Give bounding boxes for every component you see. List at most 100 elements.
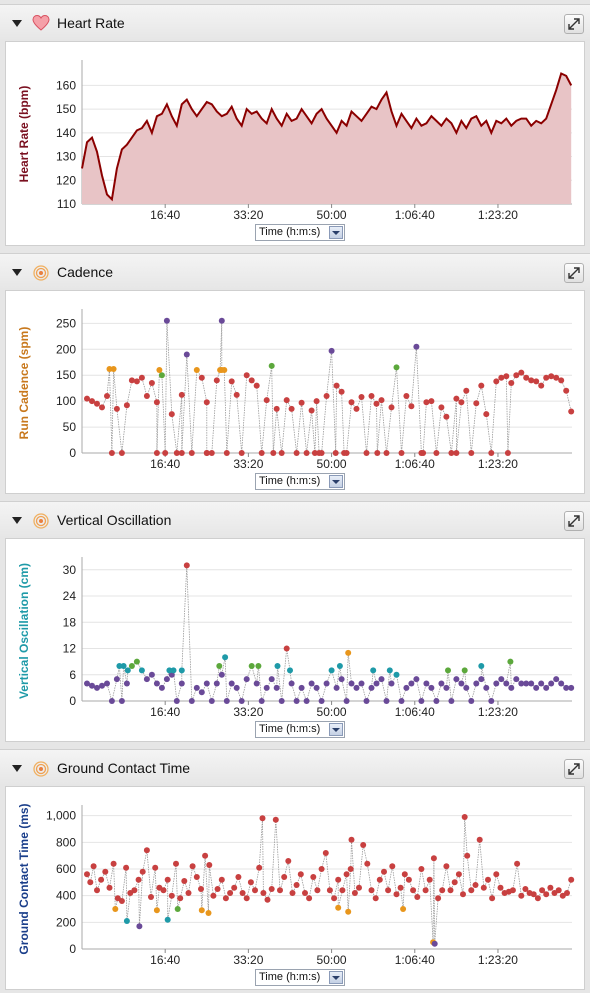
data-point bbox=[378, 397, 385, 404]
data-point bbox=[401, 871, 408, 878]
data-point bbox=[558, 377, 565, 384]
data-point bbox=[478, 382, 485, 389]
data-point bbox=[388, 680, 395, 687]
data-point bbox=[503, 680, 510, 687]
collapse-arrow-icon[interactable] bbox=[12, 20, 22, 27]
y-tick-label: 12 bbox=[63, 642, 77, 656]
data-point bbox=[528, 680, 535, 687]
data-point bbox=[118, 698, 125, 704]
data-point bbox=[448, 450, 455, 456]
data-point bbox=[488, 698, 495, 704]
heart-icon bbox=[32, 14, 50, 31]
collapse-arrow-icon[interactable] bbox=[12, 269, 22, 276]
data-point bbox=[539, 887, 546, 894]
data-point bbox=[553, 676, 560, 683]
data-point bbox=[543, 374, 550, 381]
data-point bbox=[166, 667, 173, 674]
data-point bbox=[116, 663, 123, 669]
expand-icon[interactable] bbox=[564, 759, 584, 779]
data-point bbox=[489, 895, 496, 902]
data-point bbox=[373, 400, 380, 407]
expand-icon[interactable] bbox=[564, 14, 584, 34]
data-point bbox=[247, 879, 254, 886]
data-point bbox=[94, 684, 100, 691]
data-point bbox=[143, 393, 150, 399]
chevron-down-icon bbox=[329, 723, 343, 736]
data-point bbox=[168, 892, 175, 899]
cadence-svg: 0 50 100 150 200 250 16:40 33:20 50:00 1:06:40 1:2… bbox=[17, 309, 575, 471]
x-axis-select-label: Time (h:m:s) bbox=[259, 226, 321, 238]
data-point bbox=[458, 399, 465, 406]
vertical-oscillation-header: Vertical Oscillation bbox=[0, 501, 590, 538]
data-point bbox=[493, 871, 500, 878]
data-point bbox=[405, 876, 412, 883]
data-point bbox=[508, 684, 515, 691]
collapse-arrow-icon[interactable] bbox=[12, 765, 22, 772]
data-point bbox=[389, 863, 396, 870]
data-point bbox=[84, 680, 90, 687]
x-axis-select[interactable]: Time (h:m:s) bbox=[255, 473, 345, 490]
expand-icon[interactable] bbox=[564, 263, 584, 283]
data-point bbox=[156, 367, 163, 373]
y-tick-label: 600 bbox=[56, 862, 76, 876]
x-axis-select[interactable]: Time (h:m:s) bbox=[255, 224, 345, 241]
data-point bbox=[480, 884, 487, 891]
data-point bbox=[476, 836, 483, 843]
data-point bbox=[203, 450, 210, 456]
expand-icon[interactable] bbox=[564, 511, 584, 531]
data-point bbox=[548, 373, 555, 380]
x-axis-select[interactable]: Time (h:m:s) bbox=[255, 969, 345, 986]
panel-title: Heart Rate bbox=[57, 15, 125, 31]
y-tick-label: 140 bbox=[56, 126, 76, 140]
data-point bbox=[332, 450, 339, 456]
x-tick-label: 1:06:40 bbox=[395, 208, 435, 222]
data-point bbox=[113, 405, 120, 412]
data-point bbox=[461, 667, 468, 674]
y-tick-label: 50 bbox=[63, 420, 77, 434]
data-point bbox=[333, 684, 340, 691]
data-point bbox=[177, 895, 184, 902]
heart-rate-line bbox=[81, 72, 573, 202]
y-tick-label: 250 bbox=[56, 316, 76, 330]
data-point bbox=[243, 372, 250, 379]
data-point bbox=[221, 367, 228, 373]
data-point bbox=[248, 663, 255, 669]
x-tick-label: 50:00 bbox=[317, 208, 347, 222]
data-point bbox=[113, 676, 120, 683]
data-point bbox=[410, 887, 417, 894]
data-point bbox=[497, 884, 504, 891]
data-point bbox=[420, 450, 427, 456]
data-point bbox=[522, 886, 529, 892]
collapse-arrow-icon[interactable] bbox=[12, 517, 22, 524]
x-axis-select[interactable]: Time (h:m:s) bbox=[255, 721, 345, 738]
data-point bbox=[523, 374, 530, 381]
data-point bbox=[431, 940, 438, 947]
data-point bbox=[485, 876, 491, 883]
data-point bbox=[198, 689, 205, 696]
data-point bbox=[468, 887, 475, 894]
data-point bbox=[152, 864, 159, 871]
data-point bbox=[453, 395, 460, 402]
data-point bbox=[263, 397, 270, 404]
data-point bbox=[259, 815, 266, 822]
data-point bbox=[364, 860, 371, 867]
data-point bbox=[443, 863, 450, 870]
data-point bbox=[94, 887, 100, 894]
data-point bbox=[568, 408, 575, 415]
data-point bbox=[135, 876, 142, 883]
data-point bbox=[89, 398, 95, 405]
x-tick-label: 1:06:40 bbox=[395, 705, 435, 719]
data-point bbox=[318, 866, 325, 872]
data-point bbox=[368, 393, 375, 399]
data-point bbox=[208, 450, 215, 456]
data-point bbox=[547, 884, 554, 891]
data-point bbox=[443, 684, 450, 691]
cadence-chart: 0 50 100 150 200 250 16:40 33:20 50:00 1:06:40 1:2… bbox=[5, 290, 585, 494]
data-point bbox=[128, 663, 135, 669]
data-point bbox=[498, 676, 505, 683]
data-point bbox=[473, 680, 480, 687]
x-tick-label: 1:23:20 bbox=[478, 705, 518, 719]
data-point bbox=[118, 898, 125, 904]
x-tick-label: 16:40 bbox=[150, 705, 180, 719]
data-point bbox=[198, 374, 205, 381]
